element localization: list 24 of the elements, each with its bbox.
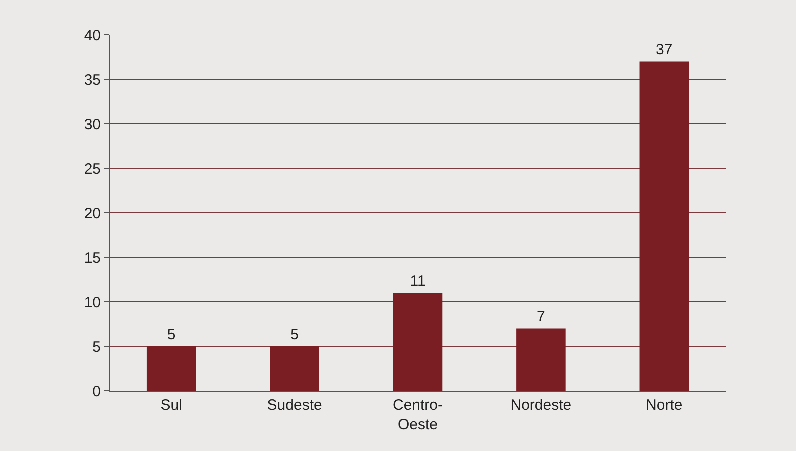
- x-tick-label: Norte: [646, 397, 683, 414]
- x-tick-label: Nordeste: [510, 397, 572, 414]
- y-tick-label: 0: [92, 383, 101, 400]
- data-label: 5: [167, 326, 176, 344]
- data-label: 37: [656, 42, 673, 59]
- data-label: 5: [290, 326, 299, 344]
- y-tick-label: 5: [92, 338, 101, 356]
- y-tick-label: 20: [84, 205, 101, 222]
- data-label: 7: [537, 308, 546, 326]
- y-tick-label: 15: [84, 250, 101, 267]
- y-tick-label: 10: [84, 294, 101, 312]
- x-tick-label: Sudeste: [267, 397, 322, 414]
- y-tick-label: 40: [84, 27, 101, 44]
- bar: [516, 328, 566, 391]
- x-tick-label: Sul: [160, 397, 182, 414]
- bar: [640, 62, 690, 391]
- y-tick-label: 35: [84, 72, 101, 89]
- y-tick-label: 25: [84, 160, 101, 178]
- y-tick-label: 30: [84, 116, 101, 134]
- bar: [146, 346, 196, 391]
- x-tick-label: Centro- Oeste: [392, 397, 444, 434]
- bar: [393, 293, 443, 391]
- bar: [270, 346, 320, 391]
- data-label: 11: [410, 273, 426, 290]
